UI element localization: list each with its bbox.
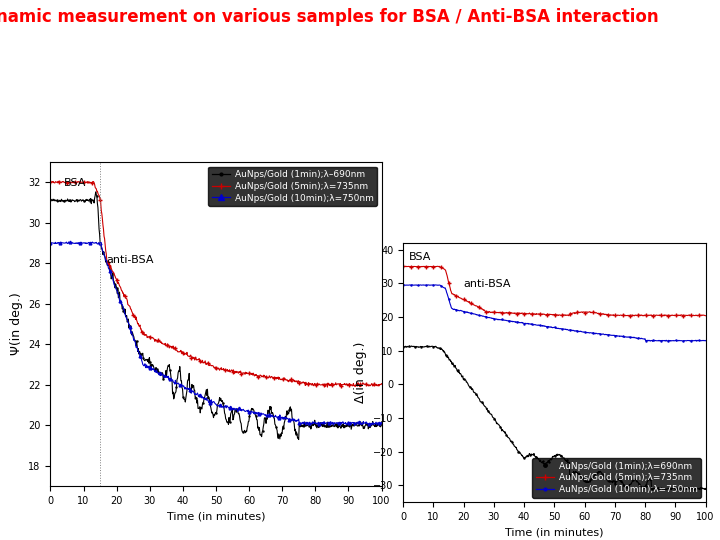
Text: BSA: BSA [63, 178, 86, 188]
Text: BSA: BSA [409, 252, 431, 262]
Text: namic measurement on various samples for BSA / Anti-BSA interaction: namic measurement on various samples for… [0, 8, 659, 26]
X-axis label: Time (in minutes): Time (in minutes) [167, 511, 265, 521]
X-axis label: Time (in minutes): Time (in minutes) [505, 528, 603, 537]
Y-axis label: Δ(in deg.): Δ(in deg.) [354, 342, 367, 403]
Legend: AuNps/Gold (1min);λ–690nm, AuNps/Gold (5min);λ=735nm, AuNps/Gold (10min);λ=750nm: AuNps/Gold (1min);λ–690nm, AuNps/Gold (5… [208, 166, 377, 206]
Text: anti-BSA: anti-BSA [464, 279, 511, 289]
Y-axis label: Ψ(in deg.): Ψ(in deg.) [9, 293, 22, 355]
Legend: AuNps/Gold (1min);λ=690nm, AuNps/Gold (5min);λ=735nm, AuNps/Gold (10min);λ=750nm: AuNps/Gold (1min);λ=690nm, AuNps/Gold (5… [532, 458, 701, 498]
Text: anti-BSA: anti-BSA [107, 255, 154, 265]
